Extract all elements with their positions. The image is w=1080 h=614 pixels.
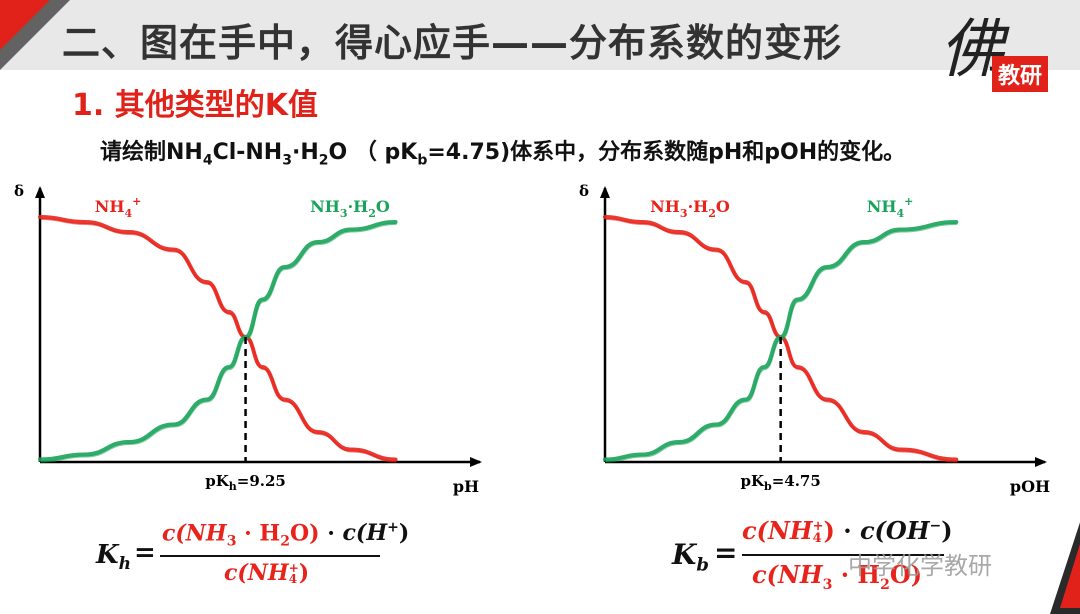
formula-kh-fraction-bar — [160, 555, 380, 557]
series-1-label: NH3·H2O — [310, 197, 390, 220]
formula-kh-equals: = — [134, 538, 156, 568]
series-1-label: NH4+ — [867, 195, 914, 220]
formula-kb-denominator: c(NH3 · H2O) — [752, 560, 923, 593]
x-axis-arrow — [470, 457, 482, 467]
formula-kh-denominator: c(NH +4) — [224, 560, 310, 586]
pk-marker-label: pKh=9.25 — [205, 472, 286, 493]
series-1-line — [603, 220, 959, 462]
formula-kb-lhs: Kb — [672, 538, 709, 576]
header-bar — [0, 0, 1080, 70]
x-axis-arrow — [1035, 457, 1047, 467]
series-1-line — [38, 220, 398, 462]
formula-kh-lhs: Kh — [96, 540, 131, 575]
logo-badge: 教研 — [992, 56, 1049, 92]
watermark-text: 中学化学教研 — [848, 552, 992, 580]
series-0-label: NH3·H2O — [650, 197, 730, 220]
series-0-line-shadow — [605, 218, 958, 463]
series-0-line — [38, 215, 398, 462]
logo: 佛 教研 — [940, 6, 1070, 94]
formula-kb-equals: = — [714, 536, 738, 569]
series-1-line-shadow — [40, 223, 397, 463]
x-axis-label: pH — [453, 477, 479, 496]
formula-kh-numerator: c(NH3 · H2O) · c(H+) — [162, 520, 410, 550]
formula-kb: Kb = c(NH +4) · c(OH−) c(NH3 · H2O) — [672, 514, 972, 598]
y-axis-arrow — [35, 186, 45, 198]
y-axis-label: δ — [579, 182, 589, 200]
formula-kb-fraction-bar — [742, 554, 944, 556]
corner-decoration-red — [1060, 544, 1080, 608]
series-0-line-shadow — [40, 218, 397, 463]
y-axis-arrow — [600, 186, 610, 198]
y-axis-label: δ — [14, 182, 24, 200]
pk-marker-label: pKb=4.75 — [740, 472, 820, 493]
series-1-line-shadow — [605, 223, 958, 463]
header-corner-red — [0, 0, 50, 50]
section-subtitle: 1. 其他类型的K值 — [72, 88, 318, 123]
question-text: 请绘制NH4Cl-NH3·H2O （ pKb=4.75)体系中，分布系数随pH和… — [100, 140, 906, 169]
x-axis-label: pOH — [1010, 477, 1050, 496]
formula-kb-numerator: c(NH +4) · c(OH−) — [742, 516, 953, 546]
series-0-label: NH4+ — [95, 195, 142, 220]
formula-kh: Kh = c(NH3 · H2O) · c(H+) c(NH +4) — [96, 518, 409, 594]
page-title: 二、图在手中，得心应手——分布系数的变形 — [62, 21, 843, 65]
